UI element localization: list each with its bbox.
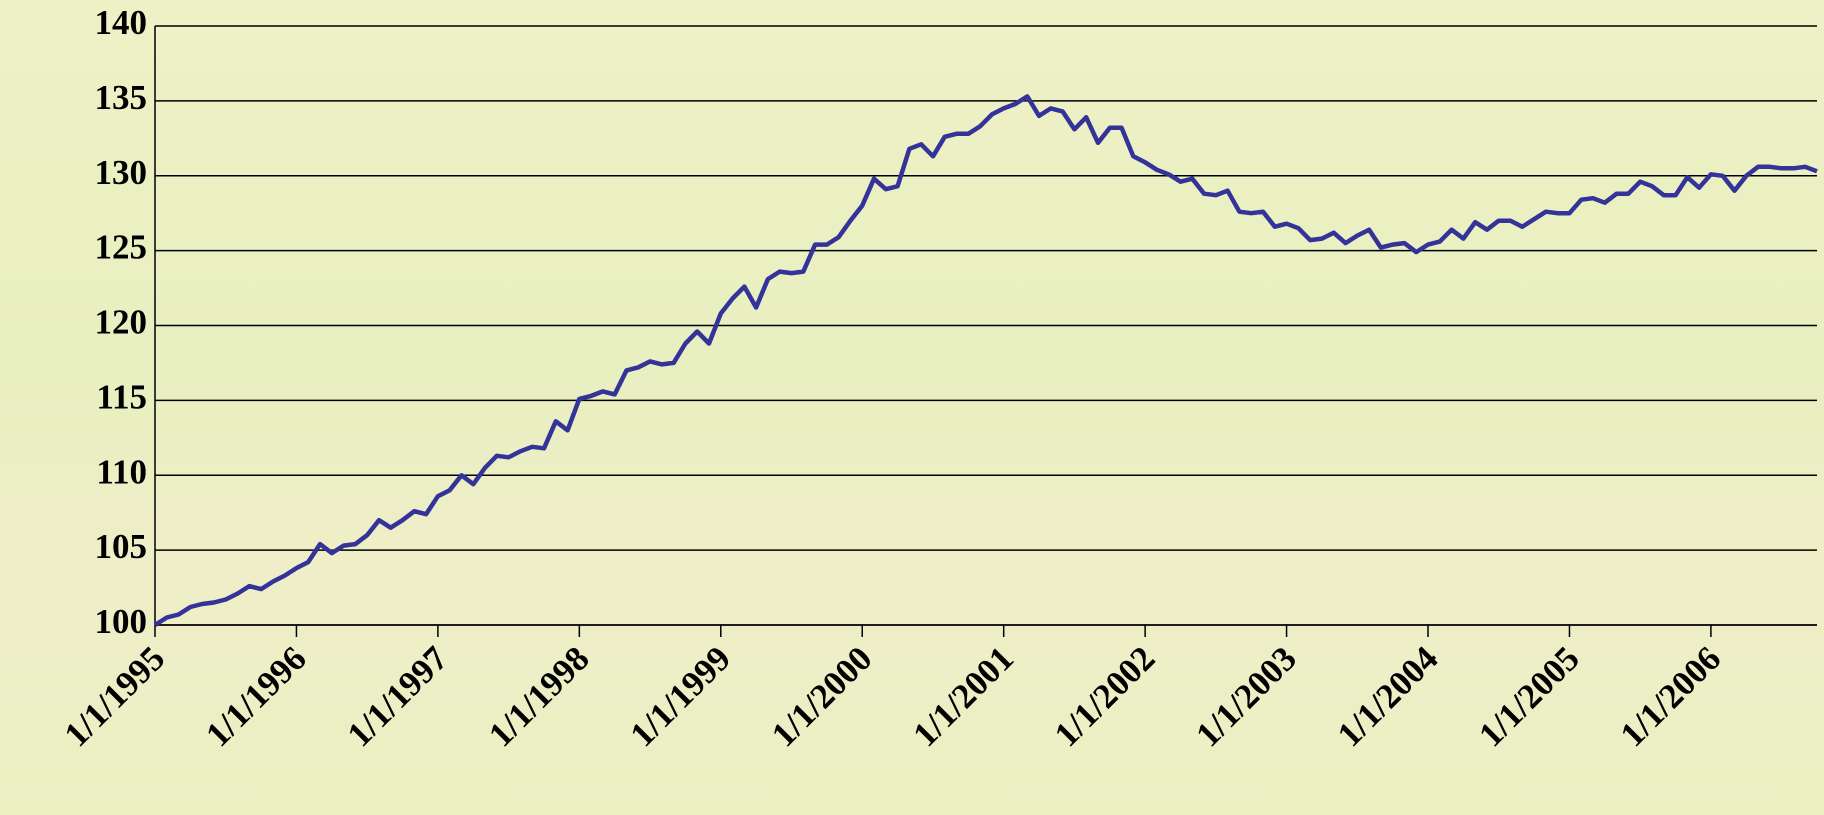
x-tick-label: 1/1/1999 — [623, 639, 739, 755]
y-tick-label: 110 — [96, 452, 147, 491]
y-tick-label: 125 — [95, 228, 148, 267]
x-tick-label: 1/1/1996 — [198, 639, 314, 755]
x-tick-label: 1/1/1995 — [57, 639, 173, 755]
x-tick-label: 1/1/2004 — [1330, 639, 1446, 755]
data-line — [153, 94, 1818, 627]
x-tick-label: 1/1/2006 — [1613, 639, 1729, 755]
x-tick-label: 1/1/1998 — [481, 639, 597, 755]
y-tick-label: 140 — [95, 3, 148, 42]
x-tick-label: 1/1/2002 — [1047, 639, 1163, 755]
y-tick-label: 100 — [95, 602, 148, 641]
x-tick-label: 1/1/2001 — [905, 639, 1021, 755]
y-tick-label: 135 — [95, 78, 148, 117]
x-tick-label: 1/1/2005 — [1471, 639, 1587, 755]
y-tick-label: 115 — [96, 377, 147, 416]
x-tick-label: 1/1/1997 — [340, 639, 456, 755]
y-tick-label: 130 — [95, 153, 148, 192]
y-tick-label: 105 — [95, 527, 148, 566]
y-tick-label: 120 — [95, 303, 148, 342]
x-tick-label: 1/1/2003 — [1188, 639, 1304, 755]
x-tick-label: 1/1/2000 — [764, 639, 880, 755]
